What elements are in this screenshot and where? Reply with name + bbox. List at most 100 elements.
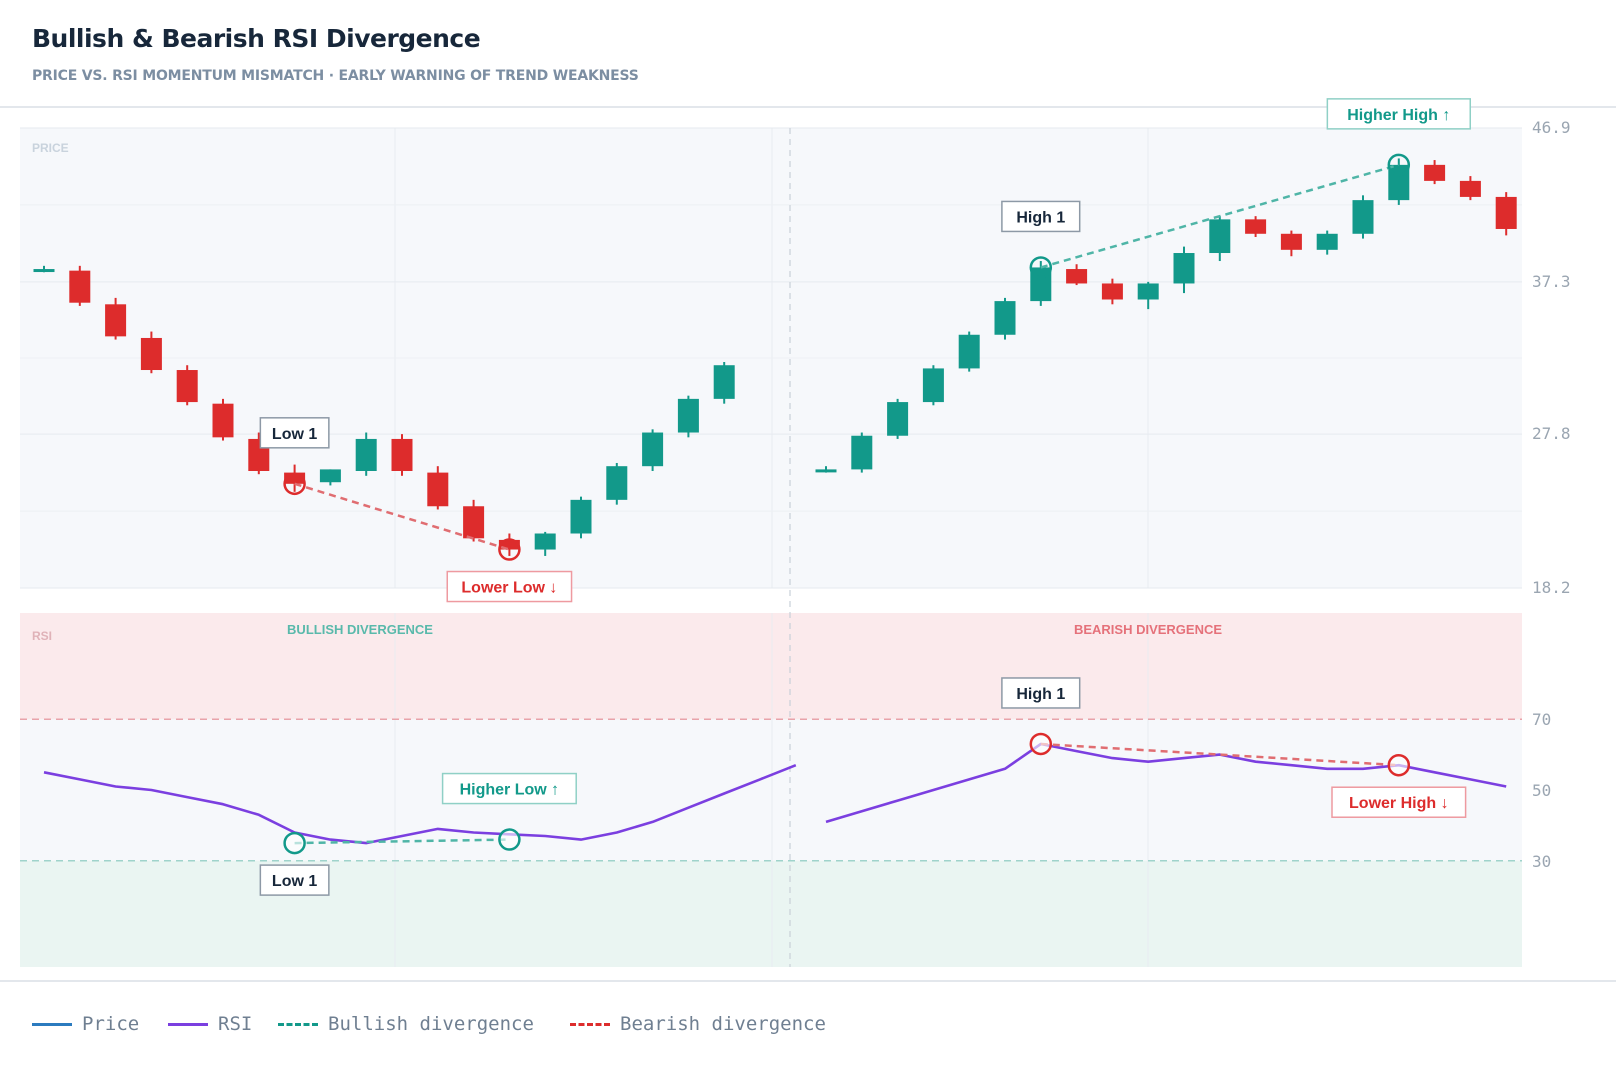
candle-body bbox=[1459, 180, 1481, 197]
legend-item-bearish-divergence[interactable]: Bearish divergence bbox=[570, 1012, 826, 1036]
legend-swatch-rsi bbox=[168, 1022, 208, 1026]
price-marker-label-high-1: High 1 bbox=[1001, 200, 1081, 233]
rsi-zone-overbought bbox=[20, 613, 1522, 720]
label-box bbox=[259, 864, 330, 896]
candle-body bbox=[606, 466, 628, 500]
bearish-divergence-annotation: BEARISH DIVERGENCE bbox=[1074, 622, 1222, 637]
candle-body bbox=[69, 270, 91, 303]
legend-item-price[interactable]: Price bbox=[32, 1012, 139, 1036]
chart-title: Bullish & Bearish RSI Divergence bbox=[32, 24, 481, 53]
rsi-pivot-marker bbox=[1029, 732, 1053, 756]
candle-body bbox=[922, 368, 944, 403]
candle-body bbox=[463, 506, 485, 539]
rsi-marker-label-lower-high-: Lower High ↓ bbox=[1331, 786, 1467, 818]
price-divergence-line-bear bbox=[294, 482, 510, 551]
price-pivot-marker bbox=[283, 472, 306, 496]
divergence-chart: PRICE RSI BULLISH DIVERGENCE BEARISH DIVERG… bbox=[20, 98, 1571, 967]
price-marker-label-low-1: Low 1 bbox=[259, 417, 330, 449]
candle-body bbox=[1137, 283, 1159, 300]
label-box bbox=[1326, 98, 1471, 130]
rsi-pivot-marker bbox=[1387, 753, 1411, 777]
legend-item-rsi[interactable]: RSI bbox=[168, 1012, 252, 1036]
rsi-marker-label-high-1: High 1 bbox=[1001, 677, 1081, 709]
candle-body bbox=[1316, 233, 1338, 250]
candle-body bbox=[994, 301, 1016, 335]
chart-subtitle: PRICE VS. RSI MOMENTUM MISMATCH · EARLY … bbox=[32, 68, 639, 84]
candle-body bbox=[1280, 233, 1302, 250]
legend-swatch-bullish bbox=[278, 1022, 318, 1026]
price-tick-label: 27.8 bbox=[1532, 424, 1571, 443]
candle-body bbox=[427, 472, 449, 507]
label-text: High 1 bbox=[1016, 686, 1065, 703]
candle-body bbox=[1245, 219, 1267, 234]
candle-body bbox=[851, 435, 873, 470]
candle-body bbox=[570, 499, 592, 534]
candle-body bbox=[319, 469, 341, 483]
candle-body bbox=[105, 304, 127, 337]
price-divergence-line-bull bbox=[1040, 163, 1400, 269]
label-box bbox=[441, 772, 577, 805]
price-marker-label-lower-low-: Lower Low ↓ bbox=[446, 570, 573, 603]
candle-body bbox=[1209, 219, 1231, 254]
legend-swatch-price bbox=[32, 1022, 72, 1026]
candle-body bbox=[498, 539, 520, 550]
candle-body bbox=[815, 469, 837, 473]
candle-body bbox=[1101, 283, 1123, 300]
label-text: Higher Low ↑ bbox=[460, 782, 560, 799]
legend-label-bearish: Bearish divergence bbox=[620, 1013, 826, 1035]
price-panel-label: PRICE bbox=[32, 141, 69, 155]
legend-label-rsi: RSI bbox=[218, 1013, 253, 1035]
candle-body bbox=[176, 370, 198, 403]
candle-body bbox=[391, 438, 413, 471]
price-tick-label: 37.3 bbox=[1532, 272, 1571, 291]
label-box bbox=[1001, 677, 1081, 709]
candle-body bbox=[33, 269, 55, 273]
legend-label-price: Price bbox=[82, 1013, 140, 1035]
label-text: Low 1 bbox=[272, 873, 317, 890]
label-text: Higher High ↑ bbox=[1347, 107, 1450, 124]
price-tick-label: 18.2 bbox=[1532, 578, 1571, 597]
price-pivot-marker bbox=[498, 538, 521, 561]
candle-body bbox=[212, 403, 234, 438]
rsi-tick-label: 70 bbox=[1532, 710, 1551, 729]
candle-body bbox=[958, 334, 980, 369]
rsi-zone-oversold bbox=[20, 860, 1522, 967]
legend-swatch-bearish bbox=[570, 1022, 610, 1026]
label-text: Lower Low ↓ bbox=[461, 580, 557, 597]
legend-item-bullish-divergence[interactable]: Bullish divergence bbox=[278, 1012, 534, 1036]
rsi-marker-label-low-1: Low 1 bbox=[259, 864, 330, 896]
label-box bbox=[446, 570, 573, 603]
candle-body bbox=[1173, 253, 1195, 284]
label-text: Low 1 bbox=[272, 426, 317, 443]
bullish-divergence-annotation: BULLISH DIVERGENCE bbox=[287, 622, 433, 637]
rsi-marker-label-higher-low-: Higher Low ↑ bbox=[441, 772, 577, 805]
candle-body bbox=[355, 438, 377, 471]
candle-body bbox=[677, 398, 699, 433]
price-pivot-marker bbox=[1387, 153, 1411, 177]
rsi-tick-label: 30 bbox=[1532, 852, 1551, 871]
label-box bbox=[1331, 786, 1467, 818]
candle-body bbox=[642, 432, 664, 467]
chart-header: Bullish & Bearish RSI Divergence PRICE V… bbox=[0, 0, 1616, 108]
rsi-pivot-marker bbox=[498, 828, 521, 851]
price-marker-label-higher-high-: Higher High ↑ bbox=[1326, 98, 1471, 130]
price-tick-label: 46.9 bbox=[1532, 118, 1571, 137]
rsi-tick-label: 50 bbox=[1532, 781, 1551, 800]
candle-body bbox=[1424, 164, 1446, 181]
candle-body bbox=[887, 402, 909, 436]
price-pivot-marker bbox=[1029, 256, 1053, 279]
label-text: High 1 bbox=[1016, 209, 1065, 226]
candle-body bbox=[284, 472, 306, 484]
legend: Price RSI Bullish divergence Bearish div… bbox=[0, 980, 1616, 1070]
legend-label-bullish: Bullish divergence bbox=[328, 1013, 534, 1035]
label-text: Lower High ↓ bbox=[1349, 795, 1449, 812]
candle-body bbox=[1352, 200, 1374, 234]
candle-body bbox=[1495, 196, 1517, 229]
candle-body bbox=[713, 365, 735, 399]
candle-body bbox=[534, 533, 556, 550]
label-box bbox=[259, 417, 330, 449]
candle-body bbox=[140, 337, 162, 371]
rsi-panel-label: RSI bbox=[32, 629, 52, 643]
candle-body bbox=[1066, 269, 1088, 284]
rsi-line bbox=[43, 763, 797, 845]
